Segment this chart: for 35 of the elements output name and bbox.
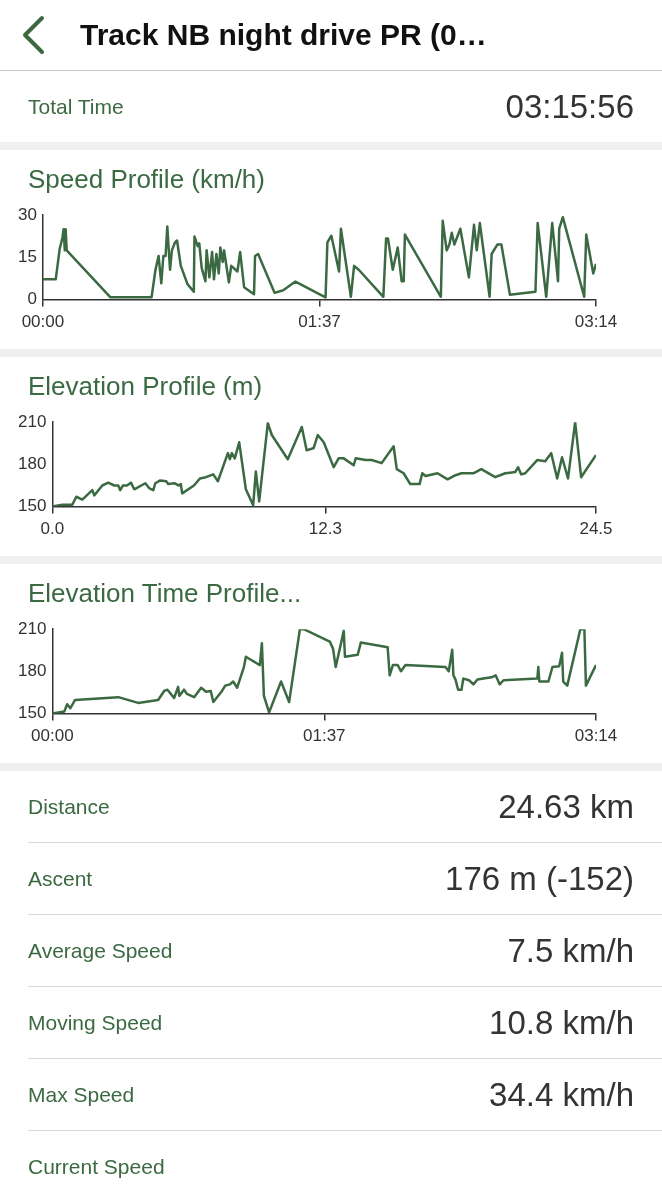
x-tick-label: 00:00 <box>21 312 65 332</box>
y-tick-label: 30 <box>17 204 37 224</box>
text: 24.63 km <box>498 787 634 826</box>
x-tick-label: 03:14 <box>574 726 618 746</box>
chart-title: Elevation Profile (m) <box>28 371 264 402</box>
x-tick-label: 0.0 <box>40 519 65 539</box>
y-tick-label: 15 <box>17 247 37 267</box>
y-tick-label: 210 <box>17 618 47 638</box>
y-tick-label: 150 <box>17 703 47 723</box>
x-tick-label: 24.5 <box>579 519 613 539</box>
x-tick-label: 01:37 <box>302 726 346 746</box>
x-tick-label: 03:14 <box>574 312 618 332</box>
text: Track NB night drive PR (0… <box>80 18 487 52</box>
x-tick-label: 01:37 <box>298 312 341 332</box>
text: Current Speed <box>28 1154 165 1179</box>
text: 03:15:56 <box>505 87 634 126</box>
text: 7.5 km/h <box>507 931 634 970</box>
text: 34.4 km/h <box>489 1075 634 1114</box>
text: Average Speed <box>28 938 173 963</box>
x-tick-label: 00:00 <box>31 726 74 746</box>
text: Max Speed <box>28 1082 135 1107</box>
text: Moving Speed <box>28 1010 163 1035</box>
text: Total Time <box>28 94 124 119</box>
x-tick-label: 12.3 <box>308 519 342 539</box>
y-tick-label: 180 <box>17 454 47 474</box>
chart-title: Elevation Time Profile... <box>28 578 303 609</box>
y-tick-label: 150 <box>17 496 47 516</box>
text: 10.8 km/h <box>489 1003 634 1042</box>
y-tick-label: 0 <box>27 289 37 309</box>
text: Ascent <box>28 866 93 891</box>
text: 176 m (-152) <box>445 859 634 898</box>
y-tick-label: 180 <box>17 661 47 681</box>
text: Distance <box>28 794 110 819</box>
chart-title: Speed Profile (km/h) <box>28 164 266 195</box>
y-tick-label: 210 <box>17 411 47 431</box>
